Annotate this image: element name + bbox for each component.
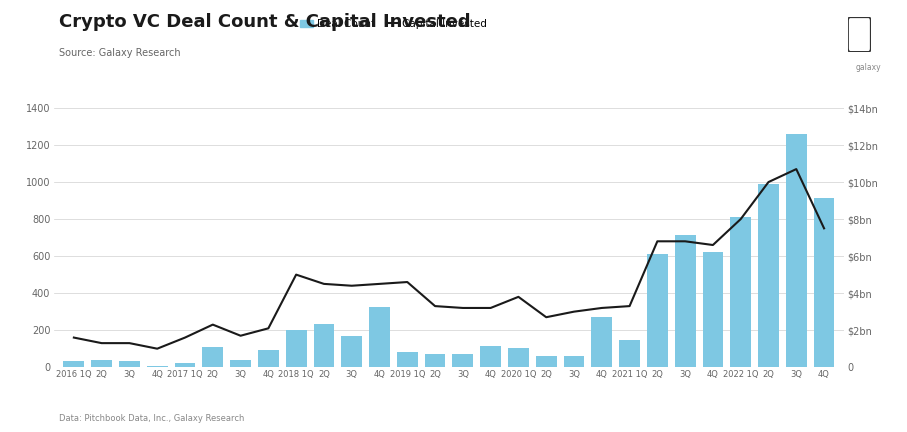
Bar xyxy=(258,349,278,367)
Bar xyxy=(563,356,584,367)
Bar xyxy=(814,198,834,367)
Text: Crypto VC Deal Count & Capital Invested: Crypto VC Deal Count & Capital Invested xyxy=(59,13,471,31)
Bar xyxy=(286,330,307,367)
Bar xyxy=(480,346,501,367)
Bar xyxy=(536,356,557,367)
Bar xyxy=(314,324,335,367)
Legend: Deal Count, Capital Invested: Deal Count, Capital Invested xyxy=(297,15,492,33)
Text: galaxy: galaxy xyxy=(856,63,882,72)
Bar xyxy=(202,347,223,367)
Bar xyxy=(341,336,362,367)
Bar xyxy=(424,354,445,367)
Bar xyxy=(647,254,668,367)
Bar xyxy=(92,360,112,367)
Bar xyxy=(591,317,612,367)
Bar xyxy=(369,307,390,367)
FancyBboxPatch shape xyxy=(848,17,871,52)
Bar xyxy=(453,354,473,367)
Bar xyxy=(147,366,168,367)
Bar xyxy=(174,363,195,367)
Bar xyxy=(63,361,84,367)
Bar xyxy=(619,340,640,367)
Bar xyxy=(508,348,529,367)
Text: Data: Pitchbook Data, Inc., Galaxy Research: Data: Pitchbook Data, Inc., Galaxy Resea… xyxy=(59,414,244,423)
Bar xyxy=(758,184,779,367)
Bar xyxy=(730,217,751,367)
Bar xyxy=(675,235,696,367)
Bar xyxy=(785,134,806,367)
Bar xyxy=(397,353,418,367)
Bar xyxy=(703,252,724,367)
Bar xyxy=(119,361,140,367)
Text: Source: Galaxy Research: Source: Galaxy Research xyxy=(59,48,180,57)
Bar xyxy=(230,360,251,367)
